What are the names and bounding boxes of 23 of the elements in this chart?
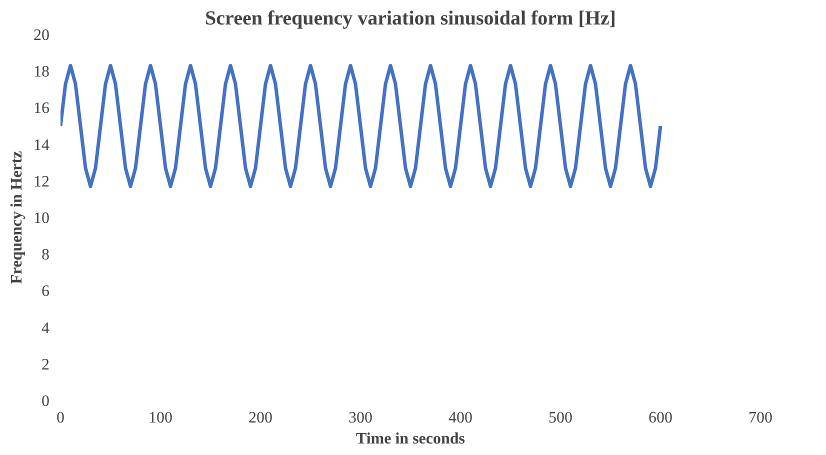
x-tick-label: 0: [56, 410, 64, 426]
x-tick-label: 200: [248, 410, 272, 426]
y-tick-label: 18: [34, 64, 50, 81]
y-tick-label: 8: [42, 246, 50, 264]
y-tick-label: 4: [42, 320, 50, 337]
y-tick-label: 20: [34, 27, 50, 44]
y-axis-title: Frequency in Hertz: [8, 150, 26, 284]
y-tick-label: 16: [34, 100, 50, 118]
x-tick-label: 400: [448, 410, 472, 426]
y-tick-label: 0: [42, 393, 50, 410]
x-tick-label: 300: [348, 410, 372, 426]
x-tick-label: 600: [648, 410, 672, 426]
x-tick-label: 500: [548, 410, 572, 426]
x-tick-label: 700: [748, 410, 772, 426]
x-tick-label: 100: [148, 410, 172, 426]
y-tick-label: 6: [42, 283, 50, 300]
chart-title: Screen frequency variation sinusoidal form [Hz]: [205, 8, 616, 30]
y-tick-label: 2: [42, 356, 50, 374]
line-series: [60, 64, 662, 188]
y-tick-label: 14: [34, 136, 50, 154]
x-axis-title: Time in seconds: [356, 430, 466, 448]
y-tick-label: 10: [34, 210, 50, 227]
y-tick-label: 12: [34, 173, 50, 190]
